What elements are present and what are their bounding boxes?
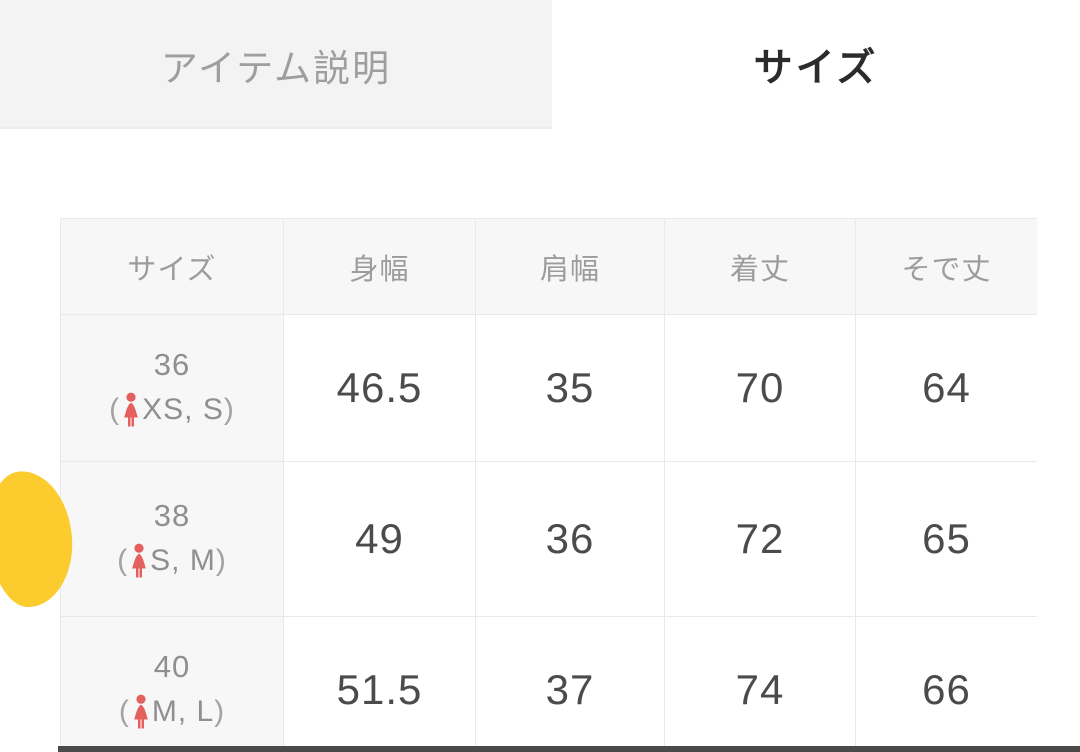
table-row-size-label: 40 ( M, L ) xyxy=(61,617,284,752)
table-cell: 64 xyxy=(856,315,1037,462)
fit-text: XS, S xyxy=(142,393,224,427)
size-number: 38 xyxy=(153,497,191,533)
size-number: 36 xyxy=(153,346,191,382)
paren-close: ) xyxy=(215,544,227,578)
table-cell: 65 xyxy=(856,462,1037,617)
tab-size-label: サイズ xyxy=(753,46,879,90)
tab-item-description-label: アイテム説明 xyxy=(160,47,392,89)
size-fit-label: ( S, M ) xyxy=(117,543,227,579)
female-figure-icon xyxy=(131,694,151,730)
paren-open: ( xyxy=(109,393,121,427)
table-cell: 46.5 xyxy=(284,315,476,462)
paren-open: ( xyxy=(118,695,130,729)
paren-close: ) xyxy=(223,393,235,427)
female-figure-icon xyxy=(121,392,141,428)
size-fit-label: ( XS, S ) xyxy=(109,392,235,428)
fit-text: M, L xyxy=(151,695,215,729)
table-header-size: サイズ xyxy=(61,219,284,315)
size-table: サイズ 身幅 肩幅 着丈 そで丈 36 ( XS, S ) 46.5 35 70… xyxy=(60,218,1037,752)
table-cell: 66 xyxy=(856,617,1037,752)
table-header-body-width: 身幅 xyxy=(284,219,476,315)
size-fit-label: ( M, L ) xyxy=(119,694,225,730)
table-cell: 37 xyxy=(476,617,665,752)
bottom-divider-bar xyxy=(58,746,1080,752)
paren-open: ( xyxy=(117,544,129,578)
table-header-shoulder-width: 肩幅 xyxy=(476,219,665,315)
table-row-size-label: 38 ( S, M ) xyxy=(61,462,284,617)
table-cell: 74 xyxy=(665,617,856,752)
table-header-length: 着丈 xyxy=(665,219,856,315)
table-cell: 70 xyxy=(665,315,856,462)
tab-bar: アイテム説明 サイズ xyxy=(0,0,1080,129)
size-number: 40 xyxy=(153,648,191,684)
table-cell: 35 xyxy=(476,315,665,462)
table-row-size-label: 36 ( XS, S ) xyxy=(61,315,284,462)
table-header-sleeve-length: そで丈 xyxy=(856,219,1037,315)
paren-close: ) xyxy=(214,695,226,729)
tab-size[interactable]: サイズ xyxy=(552,0,1080,129)
table-cell: 51.5 xyxy=(284,617,476,752)
tab-item-description[interactable]: アイテム説明 xyxy=(0,0,552,129)
fit-text: S, M xyxy=(150,544,216,578)
female-figure-icon xyxy=(129,543,149,579)
table-cell: 49 xyxy=(284,462,476,617)
table-cell: 36 xyxy=(476,462,665,617)
table-cell: 72 xyxy=(665,462,856,617)
